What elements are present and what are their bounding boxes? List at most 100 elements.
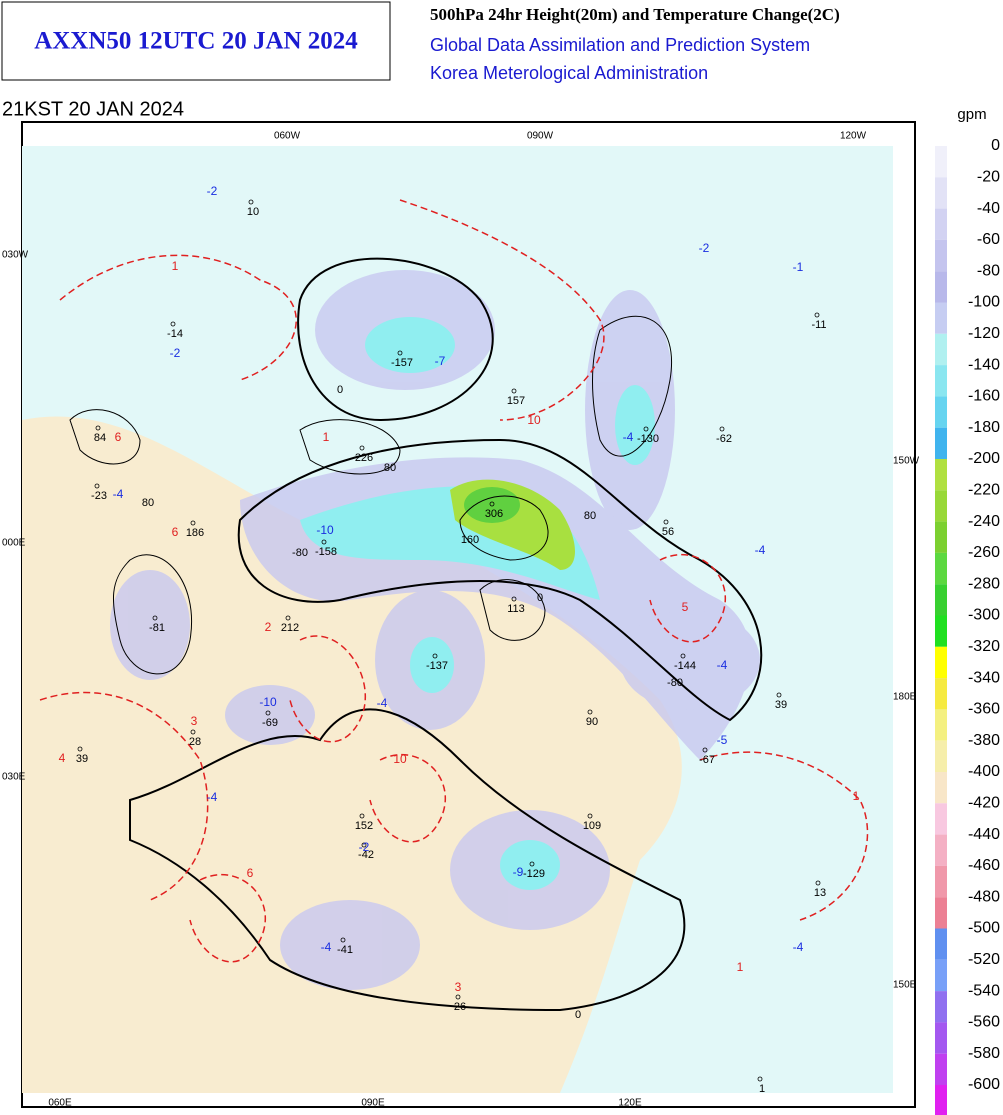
ht-label: 10 bbox=[247, 206, 259, 218]
colorbar-cell bbox=[935, 991, 947, 1023]
ht-label: 109 bbox=[583, 820, 601, 832]
colorbar-label: 0 bbox=[991, 137, 1000, 154]
grid-label: 090E bbox=[361, 1098, 385, 1109]
point-marker bbox=[432, 653, 438, 659]
colorbar-cell bbox=[935, 459, 947, 491]
ht-label: 1 bbox=[759, 1083, 765, 1095]
point-marker bbox=[511, 596, 517, 602]
cold-label: -4 bbox=[717, 658, 728, 672]
ht-label: 152 bbox=[355, 820, 373, 832]
contour-label: 0 bbox=[337, 384, 343, 396]
grid-label: 090W bbox=[527, 131, 554, 142]
colorbar-cell bbox=[935, 1085, 947, 1115]
colorbar-label: -560 bbox=[968, 1014, 1000, 1031]
ht-label: -69 bbox=[262, 717, 278, 729]
colorbar-label: -300 bbox=[968, 607, 1000, 624]
colorbar-cell bbox=[935, 427, 947, 459]
ht-label: 56 bbox=[662, 526, 674, 538]
point-marker bbox=[265, 710, 271, 716]
point-marker bbox=[397, 350, 403, 356]
warm-label: 1 bbox=[172, 259, 179, 273]
ht-label: 28 bbox=[189, 736, 201, 748]
colorbar-label: -440 bbox=[968, 826, 1000, 843]
cold-label: -5 bbox=[717, 733, 728, 747]
ht-label: -130 bbox=[637, 433, 659, 445]
point-marker bbox=[285, 615, 291, 621]
point-marker bbox=[95, 425, 101, 431]
title: AXXN50 12UTC 20 JAN 2024 bbox=[34, 28, 358, 55]
cold-label: -1 bbox=[793, 260, 804, 274]
ht-label: -144 bbox=[674, 660, 696, 672]
cold-label: -4 bbox=[377, 696, 388, 710]
cold-label: -4 bbox=[793, 940, 804, 954]
ht-label: -158 bbox=[315, 546, 337, 558]
colorbar-label: -380 bbox=[968, 732, 1000, 749]
grid-label: 150E bbox=[893, 980, 917, 991]
point-marker bbox=[152, 615, 158, 621]
grid-label: 120E bbox=[618, 1098, 642, 1109]
cold-label: -4 bbox=[321, 940, 332, 954]
warm-label: 10 bbox=[393, 752, 407, 766]
warm-label: 6 bbox=[115, 430, 122, 444]
colorbar-unit: gpm bbox=[957, 106, 986, 123]
cold-label: -7 bbox=[435, 354, 446, 368]
agency: Korea Meterological Administration bbox=[430, 63, 708, 83]
warm-label: 5 bbox=[682, 600, 689, 614]
cold-label: -10 bbox=[316, 523, 334, 537]
warm-label: 10 bbox=[527, 413, 541, 427]
grid-label: 030W bbox=[2, 250, 29, 261]
cold-label: -2 bbox=[699, 241, 710, 255]
point-marker bbox=[77, 746, 83, 752]
point-marker bbox=[776, 692, 782, 698]
ht-label: 13 bbox=[814, 887, 826, 899]
point-marker bbox=[529, 861, 535, 867]
point-marker bbox=[815, 880, 821, 886]
colorbar-cell bbox=[935, 646, 947, 679]
point-marker bbox=[587, 813, 593, 819]
warm-label: 1 bbox=[853, 789, 860, 803]
grid-label: 060E bbox=[48, 1098, 72, 1109]
colorbar-label: -520 bbox=[968, 951, 1000, 968]
colorbar-cell bbox=[935, 803, 947, 835]
point-marker bbox=[361, 842, 367, 848]
colorbar-label: -500 bbox=[968, 920, 1000, 937]
colorbar-cell bbox=[935, 772, 947, 804]
contour-label: 80 bbox=[384, 462, 396, 474]
colorbar-cell bbox=[935, 208, 947, 240]
colorbar-cell bbox=[935, 1053, 947, 1085]
ht-label: -129 bbox=[523, 868, 545, 880]
point-marker bbox=[643, 426, 649, 432]
point-marker bbox=[359, 813, 365, 819]
ht-label: 186 bbox=[186, 527, 204, 539]
colorbar-cell bbox=[935, 333, 947, 366]
ht-label: 306 bbox=[485, 508, 503, 520]
point-marker bbox=[757, 1076, 763, 1082]
ht-label: -62 bbox=[716, 433, 732, 445]
colorbar-label: -220 bbox=[968, 482, 1000, 499]
warm-label: 1 bbox=[737, 960, 744, 974]
contour-label: 80 bbox=[142, 497, 154, 509]
colorbar-cell bbox=[935, 239, 947, 272]
contour-label: 0 bbox=[575, 1009, 581, 1021]
system: Global Data Assimilation and Prediction … bbox=[430, 35, 810, 55]
contour-label: 0 bbox=[537, 592, 543, 604]
colorbar-cell bbox=[935, 396, 947, 428]
colorbar-cell bbox=[935, 146, 947, 178]
grid-label: 060W bbox=[274, 131, 301, 142]
colorbar-label: -200 bbox=[968, 450, 1000, 467]
warm-label: 3 bbox=[455, 980, 462, 994]
ht-label: 226 bbox=[355, 452, 373, 464]
cold-label: -2 bbox=[207, 184, 218, 198]
colorbar-cell bbox=[935, 1022, 947, 1054]
ht-label: -14 bbox=[167, 328, 183, 340]
colorbar-cell bbox=[935, 490, 947, 522]
product: 500hPa 24hr Height(20m) and Temperature … bbox=[430, 5, 840, 24]
colorbar-label: -460 bbox=[968, 857, 1000, 874]
warm-label: 6 bbox=[247, 866, 254, 880]
colorbar-label: -240 bbox=[968, 513, 1000, 530]
contour-label: 160 bbox=[461, 534, 479, 546]
ht-label: -11 bbox=[811, 319, 826, 331]
point-marker bbox=[663, 519, 669, 525]
cold-label: -10 bbox=[259, 695, 277, 709]
